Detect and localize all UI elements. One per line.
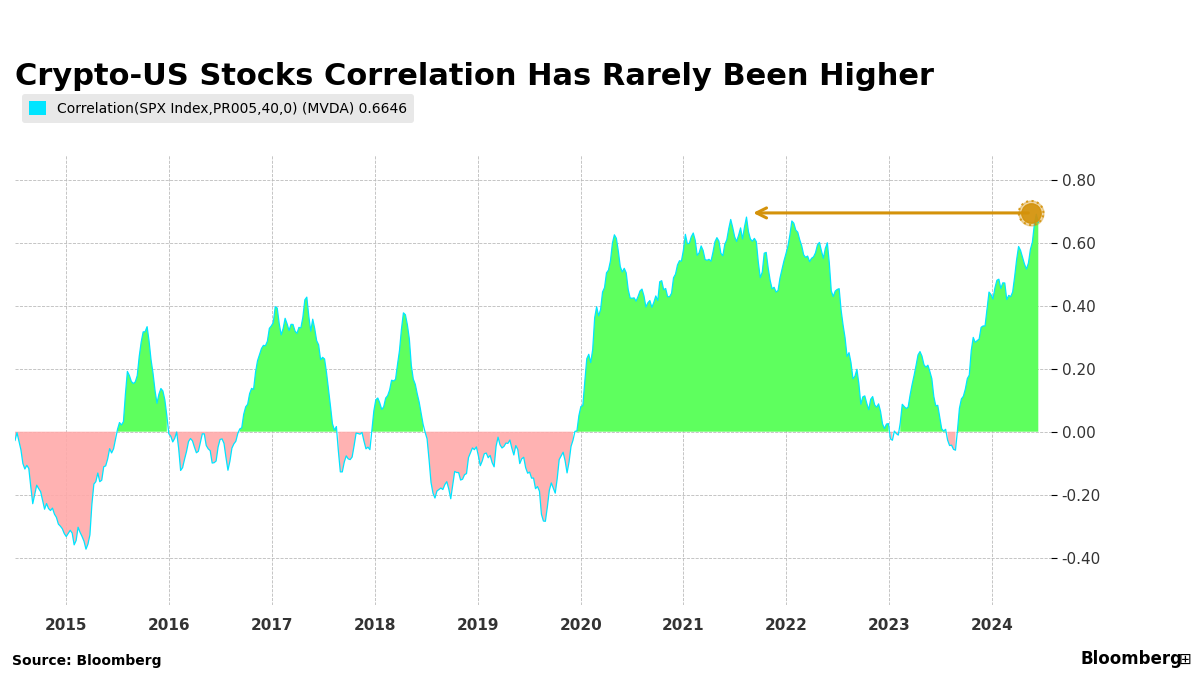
Text: ⊞: ⊞ [1178,652,1192,667]
Text: Source: Bloomberg: Source: Bloomberg [12,654,162,668]
Text: Bloomberg: Bloomberg [1080,650,1182,668]
Legend: Correlation(SPX Index,PR005,40,0) (MVDA) 0.6646: Correlation(SPX Index,PR005,40,0) (MVDA)… [22,94,414,123]
Text: Crypto-US Stocks Correlation Has Rarely Been Higher: Crypto-US Stocks Correlation Has Rarely … [16,62,934,91]
